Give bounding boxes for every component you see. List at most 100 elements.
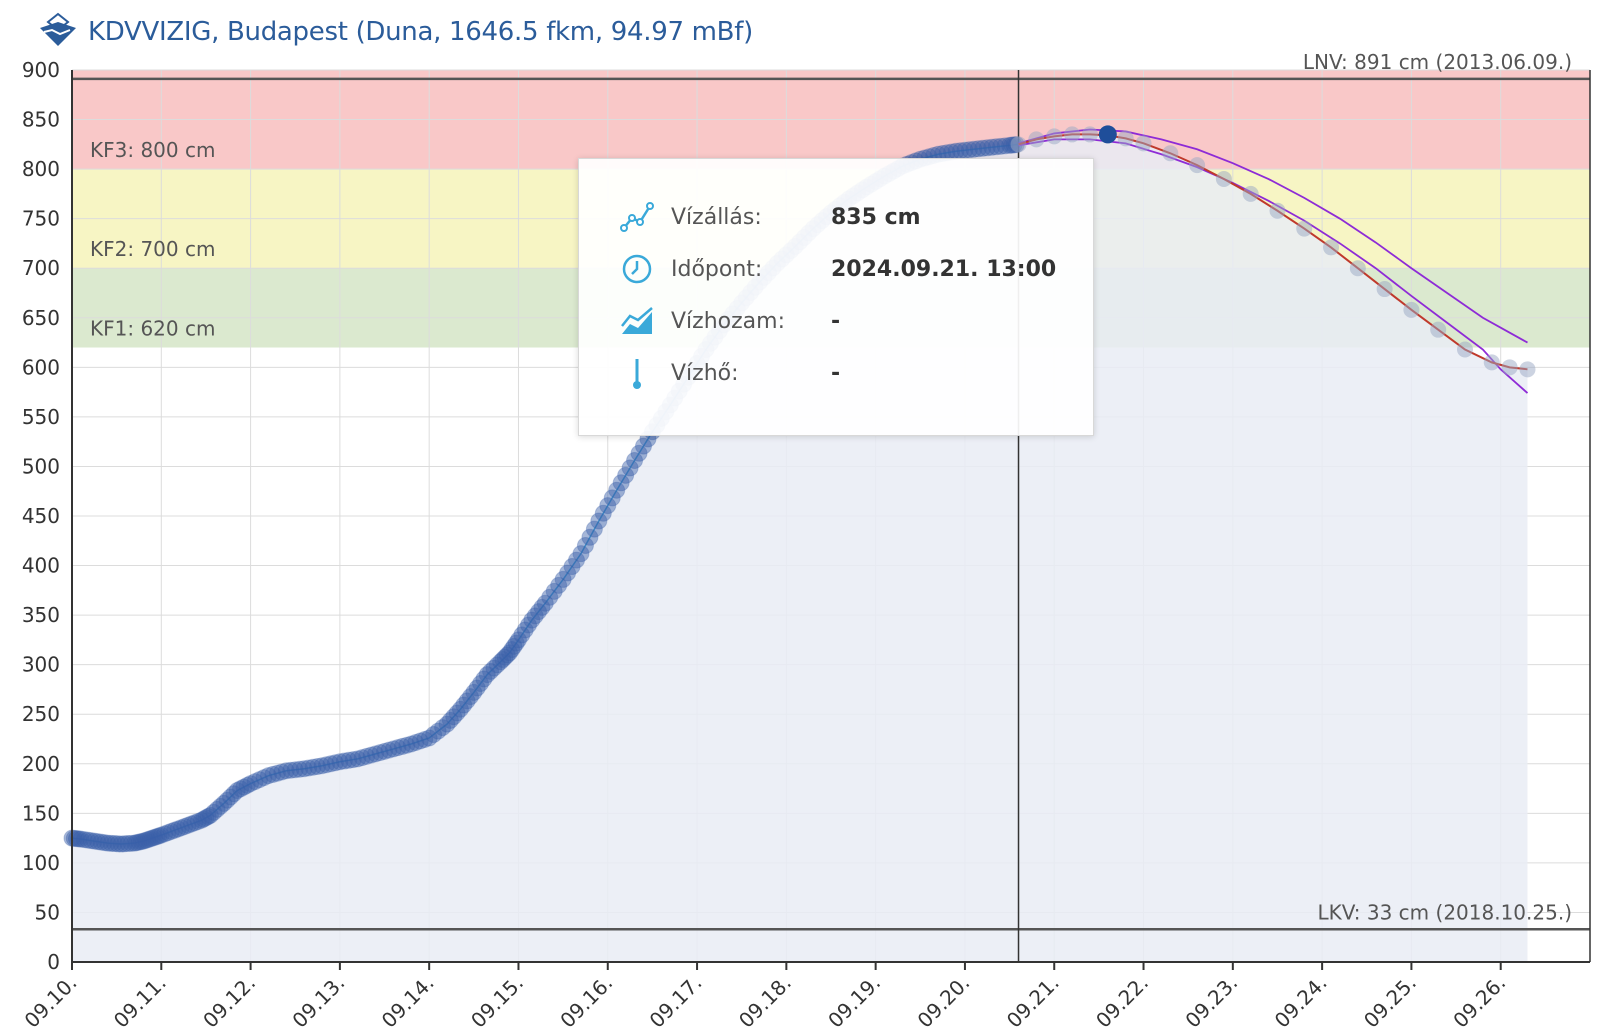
x-tick-label: 09.14. xyxy=(377,971,439,1033)
measured-point xyxy=(211,797,229,815)
measured-point xyxy=(141,830,159,848)
measured-point xyxy=(235,778,253,796)
measured-point xyxy=(300,759,318,777)
measured-point xyxy=(358,747,376,765)
measured-point xyxy=(304,758,322,776)
measured-point xyxy=(215,794,233,812)
measured-point xyxy=(429,722,447,740)
measured-point xyxy=(465,683,483,701)
measured-point xyxy=(273,763,291,781)
x-tick-label: 09.17. xyxy=(645,971,707,1033)
measured-point xyxy=(974,139,992,157)
clock-icon xyxy=(619,251,655,287)
x-tick-label: 09.22. xyxy=(1091,971,1153,1033)
measured-point xyxy=(109,835,127,853)
measured-point xyxy=(89,833,107,851)
measured-point xyxy=(335,752,353,770)
measured-point xyxy=(232,780,250,798)
measured-point xyxy=(159,824,177,842)
y-tick-label: 150 xyxy=(22,801,60,825)
measured-point xyxy=(99,834,117,852)
measured-point xyxy=(482,662,500,680)
measured-point xyxy=(371,744,389,762)
measured-point xyxy=(376,742,394,760)
measured-point xyxy=(987,138,1005,156)
tooltip-row-water-level: Vízállás: 835 cm xyxy=(619,199,921,235)
area-under-curve xyxy=(72,134,1528,962)
measured-point xyxy=(608,481,626,499)
x-tick-label: 09.10. xyxy=(20,971,82,1033)
measured-point xyxy=(398,736,416,754)
measured-point xyxy=(75,831,93,849)
area-fill xyxy=(72,134,1528,962)
measured-point xyxy=(259,767,277,785)
measured-point xyxy=(983,138,1001,156)
forecast-point xyxy=(1242,185,1259,202)
tooltip-row-temperature: Vízhő: - xyxy=(619,355,840,391)
measured-point xyxy=(176,817,194,835)
measured-point xyxy=(313,757,331,775)
forecast-point xyxy=(1296,220,1313,237)
thermometer-icon xyxy=(619,355,655,391)
measured-point xyxy=(208,800,226,818)
forecast-point xyxy=(1081,126,1098,143)
logo-icon xyxy=(38,12,78,52)
y-tick-label: 600 xyxy=(22,355,60,379)
y-tick-label: 500 xyxy=(22,454,60,478)
measured-point xyxy=(166,821,184,839)
measured-point xyxy=(242,775,260,793)
measured-point xyxy=(326,754,344,772)
x-tick-label: 09.12. xyxy=(198,971,260,1033)
band-label: KF2: 700 cm xyxy=(90,237,215,261)
measured-point xyxy=(992,137,1010,155)
measured-point xyxy=(102,834,120,852)
measured-point xyxy=(228,782,246,800)
measured-point xyxy=(255,769,273,787)
x-tick-label: 09.23. xyxy=(1180,971,1242,1033)
tooltip-label: Időpont: xyxy=(671,256,763,282)
measured-point xyxy=(291,760,309,778)
y-tick-label: 750 xyxy=(22,207,60,231)
measured-point xyxy=(130,833,148,851)
measured-point xyxy=(402,735,420,753)
area-chart-icon xyxy=(619,303,655,339)
measured-point xyxy=(541,588,559,606)
measured-point xyxy=(969,140,987,158)
measured-point xyxy=(451,700,469,718)
measured-point xyxy=(152,826,170,844)
y-tick-label: 900 xyxy=(22,58,60,82)
measured-point xyxy=(438,715,456,733)
measured-point xyxy=(286,761,304,779)
measured-point xyxy=(105,835,123,853)
chart-header: KDVVIZIG, Budapest (Duna, 1646.5 fkm, 94… xyxy=(38,12,753,52)
measured-point xyxy=(441,711,459,729)
measured-point xyxy=(630,444,648,462)
measured-point xyxy=(494,650,512,668)
measured-point xyxy=(201,806,219,824)
measured-point xyxy=(139,831,157,849)
measured-point xyxy=(309,758,327,776)
y-tick-label: 250 xyxy=(22,702,60,726)
measured-point xyxy=(455,696,473,714)
tooltip-value: - xyxy=(831,360,841,386)
measured-point xyxy=(407,733,425,751)
measured-point xyxy=(95,834,113,852)
measured-point xyxy=(965,140,983,158)
tooltip-label: Vízhő: xyxy=(671,360,739,386)
measured-point xyxy=(461,688,479,706)
measured-point xyxy=(277,762,295,780)
measured-point xyxy=(182,815,200,833)
forecast-point xyxy=(1376,281,1393,298)
measured-point xyxy=(448,704,466,722)
measured-point xyxy=(134,832,152,850)
measured-point xyxy=(554,570,572,588)
measured-point xyxy=(411,732,429,750)
measured-point xyxy=(295,760,313,778)
measured-point xyxy=(503,641,521,659)
measured-point xyxy=(507,634,525,652)
measured-point xyxy=(112,835,130,853)
measured-point xyxy=(225,785,243,803)
forecast-point xyxy=(1323,239,1340,256)
measured-point xyxy=(70,830,88,848)
forecast-point xyxy=(1269,202,1286,219)
